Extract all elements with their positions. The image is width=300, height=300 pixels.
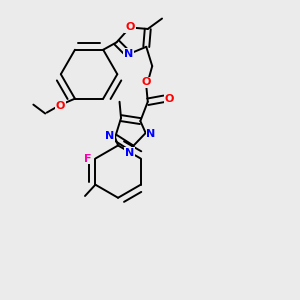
Text: O: O [142,77,151,87]
Text: O: O [56,101,65,111]
Text: N: N [105,131,114,141]
Text: F: F [84,154,92,164]
Text: N: N [125,148,135,158]
Text: N: N [146,129,156,139]
Text: O: O [125,22,135,32]
Text: O: O [165,94,174,104]
Text: N: N [124,49,133,59]
